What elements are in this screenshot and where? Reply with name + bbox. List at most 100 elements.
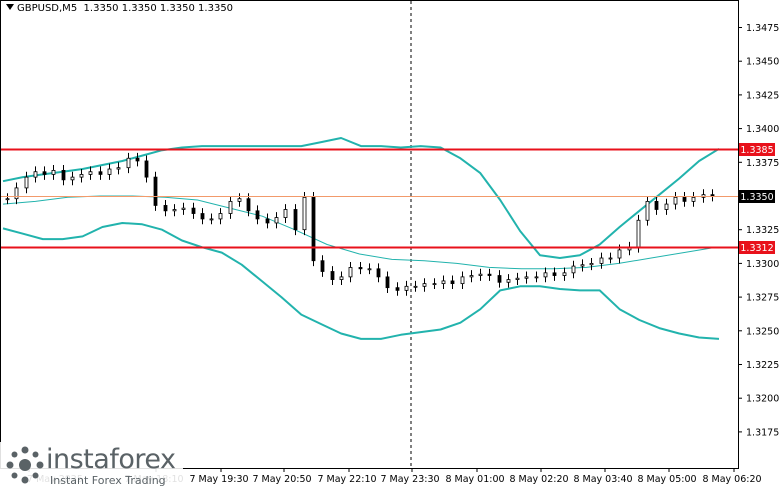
instaforex-logo: instaforex Instant Forex Trading [0,442,183,489]
candle-body [432,283,437,286]
dropdown-triangle-icon [6,4,14,10]
y-axis-label: 1.3200 [746,394,779,405]
candle-body [98,171,103,175]
x-axis-label: 8 May 03:40 [573,474,632,485]
candle-body [395,287,400,291]
current-price-tag [739,190,775,203]
level-price-tag [739,143,775,156]
y-axis-label: 1.3300 [746,259,779,270]
candle-body [163,205,168,212]
candle-body [515,277,520,280]
candle-body [126,157,131,169]
candle-body [589,262,594,266]
candle-body [524,276,529,279]
candle-body [42,171,47,175]
y-axis-label: 1.3250 [746,326,779,337]
level-price-tag [739,241,775,254]
y-axis-label: 1.3375 [746,158,779,169]
candle-body [543,272,548,278]
plot-frame [0,0,739,469]
candle-body [664,203,669,210]
candle-body [478,273,483,276]
candle-body [608,257,613,260]
candle-body [283,209,288,218]
x-axis-label: 8 May 01:00 [445,474,504,485]
candle-body [534,276,539,279]
candle-body [265,218,270,224]
candle-body [135,157,140,162]
y-axis-label: 1.3450 [746,57,779,68]
candle-body [79,174,84,178]
bollinger-upper-line [2,137,720,259]
y-axis-label: 1.3475 [746,23,779,34]
candle-body [617,249,622,259]
logo-brand-text: instaforex [46,444,176,475]
candle-body [376,268,381,278]
y-axis-label: 1.3175 [746,427,779,438]
y-axis-label: 1.3325 [746,225,779,236]
candle-body [70,176,75,181]
candle-body [330,271,335,280]
candle-body [497,275,502,283]
x-axis-label: 8 May 02:20 [509,474,568,485]
x-axis-label: 7 May 20:50 [252,474,311,485]
candle-body [367,268,372,271]
candle-body [246,198,251,212]
candle-body [153,176,158,206]
candle-body [358,267,363,270]
candle-body [237,198,242,202]
candle-body [181,207,186,210]
ohlc-quote: 1.3350 1.3350 1.3350 1.3350 [83,3,234,14]
x-axis-label: 8 May 05:00 [637,474,696,485]
x-axis-label: 8 May 06:20 [702,474,761,485]
level-price-label: 1.3385 [740,145,773,156]
chart-title: GBPUSD,M5 1.3350 1.3350 1.3350 1.3350 [6,3,233,14]
candle-body [191,207,196,214]
candle-body [51,169,56,175]
instaforex-logo-icon [6,446,44,484]
y-axis-label: 1.3400 [746,124,779,135]
x-axis-label: 7 May 19:30 [189,474,248,485]
candle-body [506,279,511,283]
candle-body [209,218,214,221]
candle-body [710,194,715,197]
candle-body [14,187,19,200]
candle-body [348,267,353,278]
candle-body [293,209,298,231]
logo-tagline: Instant Forex Trading [50,474,166,487]
candle-body [580,264,585,267]
candle-body [404,285,409,291]
candle-body [636,219,641,248]
candle-body [599,257,604,264]
bollinger-lower-line [2,222,720,340]
candle-body [654,200,659,210]
candle-body [673,196,678,205]
candle-body [33,171,38,178]
candle-body [385,276,390,289]
x-axis-label: 7 May 23:30 [380,474,439,485]
candle-body [144,160,149,178]
candle-body [469,275,474,278]
y-axis-label: 1.3275 [746,293,779,304]
candle-body [562,272,567,276]
y-axis-label: 1.3425 [746,90,779,101]
candle-body [218,213,223,220]
candle-body [450,280,455,285]
symbol-timeframe: GBPUSD,M5 [17,3,78,14]
candle-body [88,171,93,175]
level-price-label: 1.3312 [740,243,773,254]
candle-body [24,176,29,189]
candle-body [116,167,121,170]
candle-body [320,260,325,272]
candle-body [552,272,557,276]
candle-body [5,198,10,201]
candle-body [302,196,307,231]
y-axis-label: 1.3225 [746,360,779,371]
candle-body [682,196,687,202]
candle-body [61,169,66,181]
candle-body [645,200,650,221]
candle-body [487,273,492,276]
x-axis-label: 7 May 22:10 [317,474,376,485]
candle-body [255,210,260,220]
